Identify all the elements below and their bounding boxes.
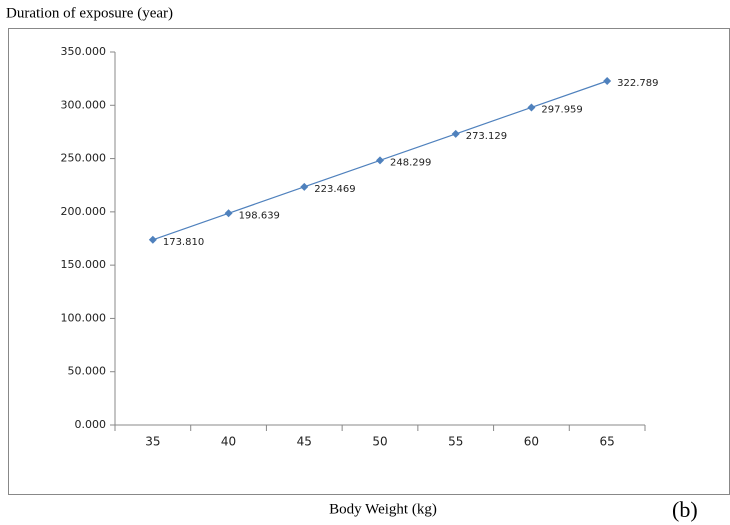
data-point: [300, 182, 309, 191]
x-axis-title: Body Weight (kg): [329, 501, 437, 517]
panel-label: (b): [672, 497, 698, 522]
x-tick-label: 35: [145, 435, 160, 449]
y-tick-label: 250.000: [61, 152, 107, 165]
data-label: 322.789: [617, 78, 658, 89]
data-point: [603, 76, 612, 85]
y-tick-label: 100.000: [61, 311, 107, 324]
data-label: 297.959: [541, 104, 582, 115]
data-point: [148, 235, 157, 244]
y-tick-label: 150.000: [61, 258, 107, 271]
data-label: 273.129: [466, 131, 507, 142]
x-tick-label: 50: [372, 435, 387, 449]
data-point: [376, 156, 384, 165]
x-tick-label: 45: [297, 435, 312, 449]
x-tick-label: 55: [448, 435, 463, 449]
y-tick-label: 200.000: [61, 205, 107, 218]
y-tick-label: 300.000: [61, 98, 107, 111]
x-tick-label: 60: [524, 435, 539, 449]
y-tick-label: 350.000: [61, 45, 107, 58]
x-tick-label: 40: [221, 435, 236, 449]
y-tick-label: 0.000: [75, 418, 107, 431]
data-label: 198.639: [239, 210, 280, 221]
data-point: [527, 103, 536, 112]
data-label: 223.469: [314, 184, 355, 195]
data-point: [451, 129, 460, 138]
data-point: [224, 209, 233, 218]
y-axis-title: Duration of exposure (year): [6, 5, 173, 21]
y-tick-label: 50.000: [68, 365, 107, 378]
data-label: 173.810: [163, 237, 204, 248]
x-tick-label: 65: [600, 435, 615, 449]
data-label: 248.299: [390, 157, 431, 168]
